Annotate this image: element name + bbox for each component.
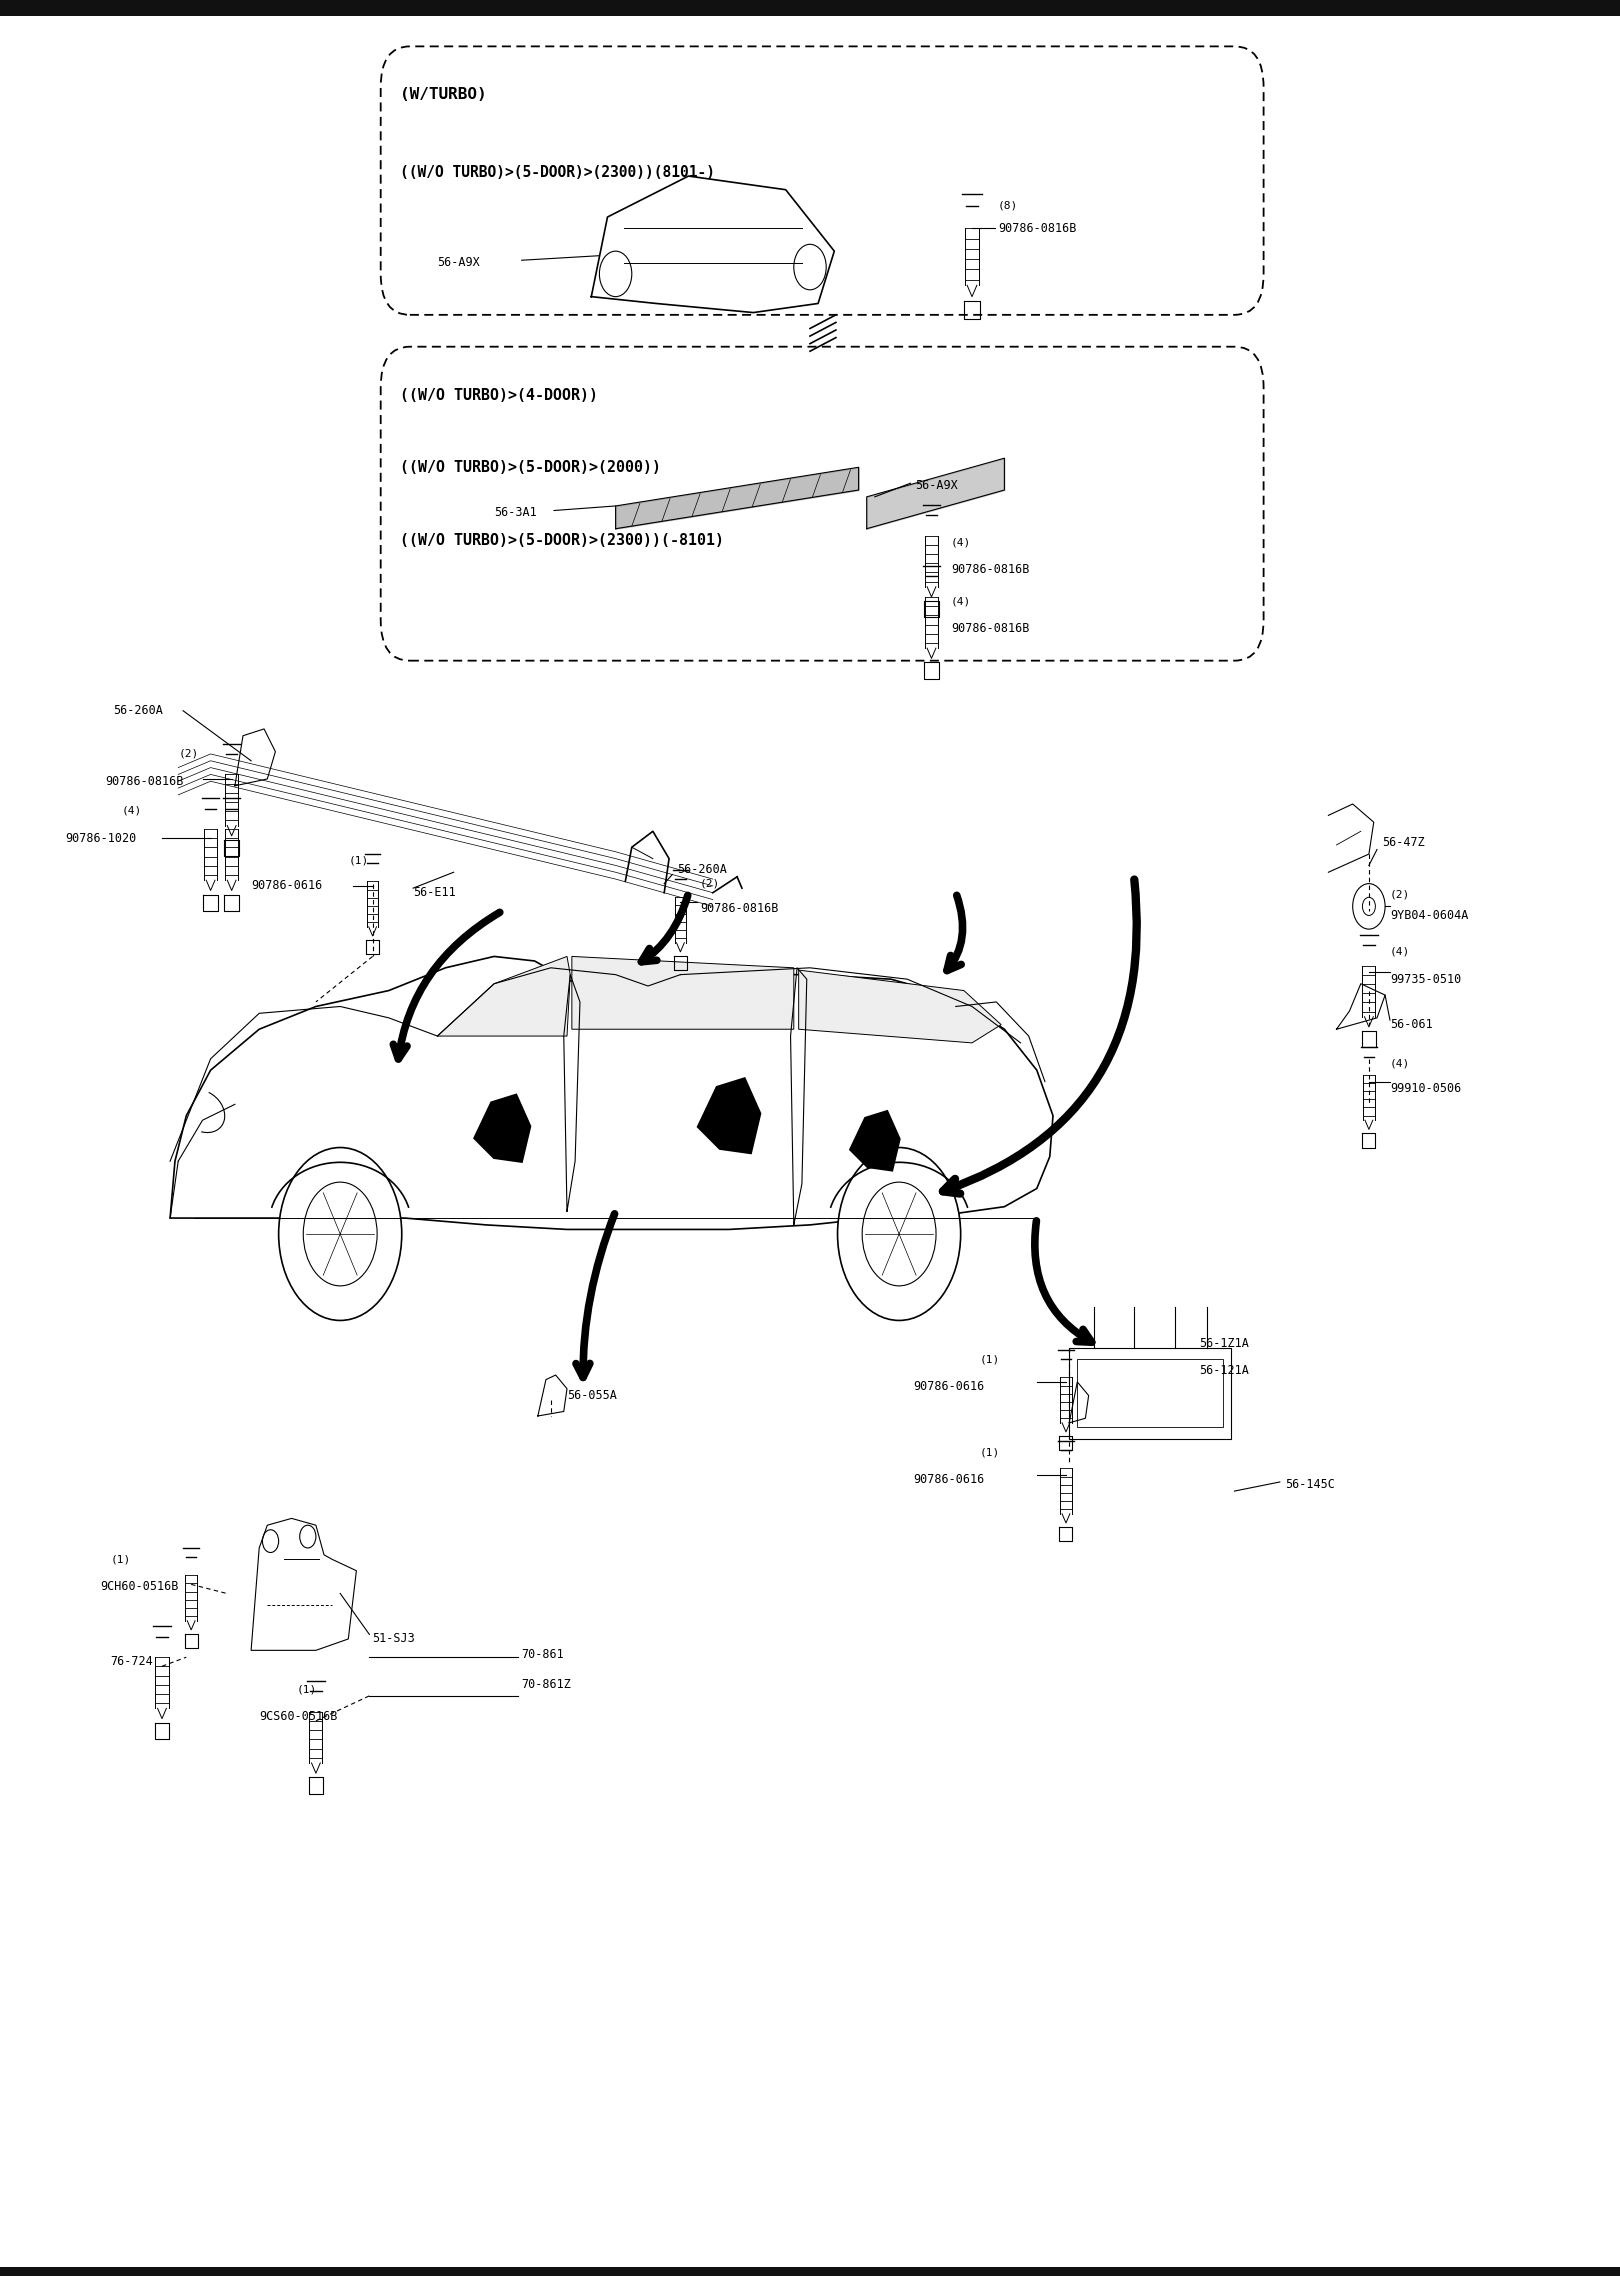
Text: (4): (4) xyxy=(951,596,970,605)
Polygon shape xyxy=(697,1077,761,1154)
Text: 90786-0616: 90786-0616 xyxy=(914,1379,985,1393)
Text: 56-055A: 56-055A xyxy=(567,1388,617,1402)
Text: 9YB04-0604A: 9YB04-0604A xyxy=(1390,908,1468,922)
Text: 56-3A1: 56-3A1 xyxy=(494,505,536,519)
Text: ((W/O TURBO)>(5-DOOR)>(2300))(8101-): ((W/O TURBO)>(5-DOOR)>(2300))(8101-) xyxy=(400,164,714,180)
Text: (4): (4) xyxy=(1390,947,1409,956)
Text: 56-47Z: 56-47Z xyxy=(1382,835,1424,849)
Polygon shape xyxy=(572,956,794,1029)
Text: 99735-0510: 99735-0510 xyxy=(1390,972,1461,986)
Text: ((W/O TURBO)>(4-DOOR)): ((W/O TURBO)>(4-DOOR)) xyxy=(400,387,598,403)
Text: 56-A9X: 56-A9X xyxy=(437,255,480,269)
Text: 90786-0616: 90786-0616 xyxy=(251,879,322,892)
Text: 56-121A: 56-121A xyxy=(1199,1363,1249,1377)
Text: 90786-0816B: 90786-0816B xyxy=(951,621,1029,635)
Text: 70-861Z: 70-861Z xyxy=(522,1677,572,1691)
Text: 90786-1020: 90786-1020 xyxy=(65,831,136,844)
Text: 51-SJ3: 51-SJ3 xyxy=(373,1632,415,1646)
Bar xyxy=(1069,1347,1231,1438)
Text: 56-E11: 56-E11 xyxy=(413,885,455,899)
Text: (2): (2) xyxy=(178,749,198,758)
Text: 90786-0816B: 90786-0816B xyxy=(951,562,1029,576)
Text: 56-1Z1A: 56-1Z1A xyxy=(1199,1336,1249,1350)
Text: (1): (1) xyxy=(110,1555,131,1564)
Text: ((W/O TURBO)>(5-DOOR)>(2000)): ((W/O TURBO)>(5-DOOR)>(2000)) xyxy=(400,460,661,476)
Polygon shape xyxy=(473,1092,531,1163)
Text: 76-724: 76-724 xyxy=(110,1655,152,1668)
Text: 9CH60-0516B: 9CH60-0516B xyxy=(100,1580,178,1593)
Circle shape xyxy=(279,1147,402,1320)
Text: 90786-0816B: 90786-0816B xyxy=(998,221,1076,234)
Text: (1): (1) xyxy=(348,856,369,865)
Polygon shape xyxy=(437,956,570,1036)
Text: 56-061: 56-061 xyxy=(1390,1017,1432,1031)
Text: 56-260A: 56-260A xyxy=(677,863,727,876)
Circle shape xyxy=(838,1147,961,1320)
Text: 90786-0816B: 90786-0816B xyxy=(700,901,778,915)
Text: (W/TURBO): (W/TURBO) xyxy=(400,86,486,102)
Text: (4): (4) xyxy=(951,537,970,546)
Text: (4): (4) xyxy=(1390,1058,1409,1067)
Text: 56-145C: 56-145C xyxy=(1285,1477,1335,1491)
Polygon shape xyxy=(849,1111,901,1172)
Text: 56-260A: 56-260A xyxy=(113,703,164,717)
Bar xyxy=(1077,1359,1223,1427)
Polygon shape xyxy=(799,970,1001,1042)
Text: (2): (2) xyxy=(1390,890,1409,899)
Bar xyxy=(0,2267,1620,2276)
Text: (1): (1) xyxy=(980,1448,1001,1457)
Text: 70-861: 70-861 xyxy=(522,1648,564,1661)
Text: 90786-0616: 90786-0616 xyxy=(914,1473,985,1486)
Bar xyxy=(0,0,1620,16)
Text: 56-A9X: 56-A9X xyxy=(915,478,957,492)
Text: (1): (1) xyxy=(980,1354,1001,1363)
Text: (2): (2) xyxy=(700,879,719,888)
Text: (4): (4) xyxy=(122,806,143,815)
Text: 90786-0816B: 90786-0816B xyxy=(105,774,183,787)
Text: (1): (1) xyxy=(296,1684,316,1693)
Text: 99910-0506: 99910-0506 xyxy=(1390,1081,1461,1095)
Text: (8): (8) xyxy=(998,200,1017,212)
Text: 9CS60-0516B: 9CS60-0516B xyxy=(259,1709,337,1723)
Text: ((W/O TURBO)>(5-DOOR)>(2300))(-8101): ((W/O TURBO)>(5-DOOR)>(2300))(-8101) xyxy=(400,533,724,549)
